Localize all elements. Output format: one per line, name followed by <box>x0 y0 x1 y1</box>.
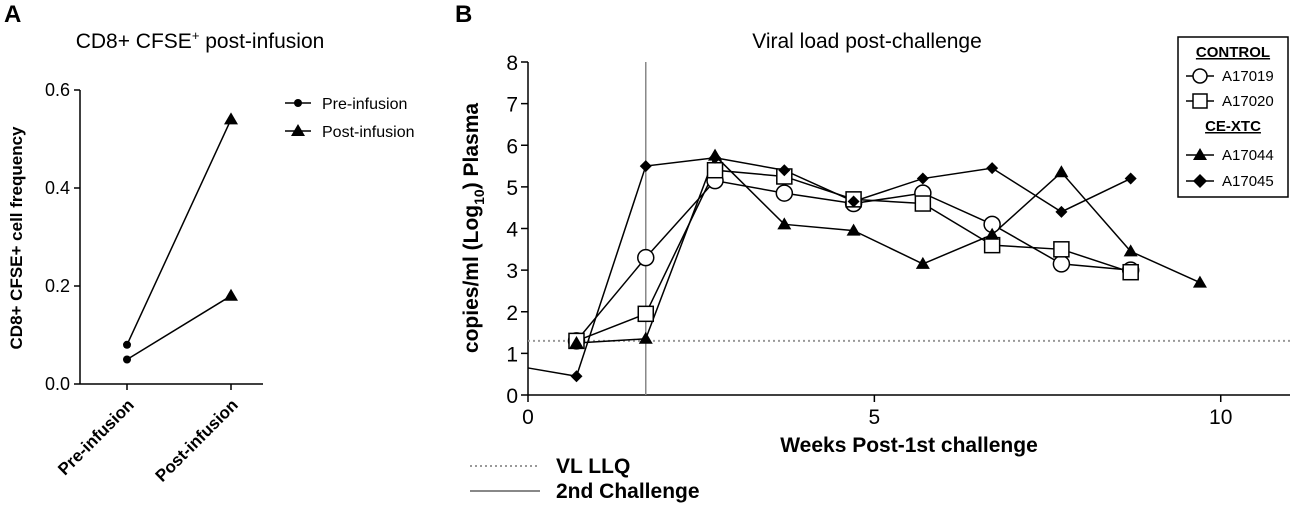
point-A17045 <box>639 160 652 173</box>
panel-b-y-label: copies/ml (Log10) Plasma <box>460 103 487 353</box>
panel-b-letter: B <box>455 1 472 28</box>
panel-a-point <box>123 340 131 349</box>
panel-a-x-tick-label: Pre-infusion <box>54 395 138 479</box>
legend-a17020-marker <box>1192 93 1208 109</box>
panel-b-x-tick-label: 5 <box>869 406 881 429</box>
panel-b-x-tick-label: 0 <box>522 406 534 429</box>
point-A17044 <box>638 331 653 344</box>
point-A17044 <box>1192 275 1207 288</box>
point-A17019 <box>775 184 794 202</box>
point-A17020 <box>983 236 1001 254</box>
panel-a-title: CD8+ CFSE+ post-infusion <box>76 28 325 53</box>
panel-a-point <box>224 112 238 125</box>
point-A17045 <box>709 151 722 164</box>
point-A17045 <box>778 164 791 177</box>
legend-a17045-marker <box>1193 174 1207 188</box>
point-A17020 <box>914 195 932 212</box>
legend-pre-label: Pre-infusion <box>322 96 407 113</box>
point-A17019 <box>1052 255 1071 273</box>
point-A17045 <box>1124 172 1137 185</box>
panel-a-y-tick-label: 0.6 <box>45 80 70 100</box>
legend-a17019-marker <box>1192 68 1208 84</box>
point-A17044 <box>1123 244 1138 257</box>
panel-a-x-tick-label: Post-infusion <box>152 395 242 485</box>
series-line-A17044 <box>576 154 1201 344</box>
legend-pre-marker <box>294 99 302 107</box>
panel-a-series-line <box>126 295 232 361</box>
point-A17020 <box>637 305 655 323</box>
panel-a-y-tick-label: 0.4 <box>45 178 70 198</box>
panel-b-y-tick-label: 7 <box>506 94 518 117</box>
panel-a-y-tick-label: 0.2 <box>45 276 70 296</box>
point-A17020 <box>1053 241 1070 258</box>
legend-box <box>1177 36 1289 198</box>
panel-a-series-line <box>126 119 232 346</box>
panel-a-letter: A <box>4 1 21 28</box>
legend-group-control: CONTROL <box>1196 44 1270 61</box>
point-A17044 <box>985 227 1000 240</box>
legend-a17044-label: A17044 <box>1222 147 1274 164</box>
point-A17044 <box>1054 165 1069 178</box>
panel-b-y-tick-label: 5 <box>506 177 518 200</box>
legend-a17045-label: A17045 <box>1222 173 1274 190</box>
panel-b-y-tick-label: 0 <box>506 385 518 408</box>
legend-a17020-label: A17020 <box>1222 93 1274 110</box>
panel-b-x-label: Weeks Post-1st challenge <box>780 434 1038 457</box>
legend-post-label: Post-infusion <box>322 124 415 141</box>
legend-a17019-label: A17019 <box>1222 68 1274 85</box>
point-A17045 <box>570 370 583 383</box>
panel-a-y-label: CD8+ CFSE+ cell frequency <box>7 126 26 350</box>
panel-b-y-tick-label: 1 <box>506 343 518 366</box>
panel-b-legend: CONTROL A17019 A17020 CE-XTC A17044 A170… <box>1177 36 1289 198</box>
point-A17044 <box>846 223 861 236</box>
panel-a-point <box>123 355 131 364</box>
point-A17020 <box>1122 263 1139 281</box>
point-A17045 <box>1055 205 1068 218</box>
point-A17045 <box>916 172 929 185</box>
panel-a-legend: Pre-infusion Post-infusion <box>285 96 415 141</box>
legend-group-cextc: CE-XTC <box>1205 118 1261 135</box>
panel-b-y-tick-label: 3 <box>506 260 518 283</box>
point-A17045 <box>847 195 860 208</box>
panel-b-y-tick-label: 6 <box>506 135 518 158</box>
panel-a-y-tick-label: 0.0 <box>45 374 70 394</box>
panel-b-x-tick-label: 10 <box>1209 406 1232 429</box>
panel-b-bottom-legend: VL LLQ 2nd Challenge <box>470 455 700 503</box>
panel-b-title: Viral load post-challenge <box>752 30 982 53</box>
challenge-legend-label: 2nd Challenge <box>556 480 700 503</box>
panel-b-y-tick-label: 2 <box>506 302 518 325</box>
point-A17020 <box>706 161 724 179</box>
series-line-A17045 <box>527 156 1131 378</box>
panel-b-y-tick-label: 8 <box>506 52 518 75</box>
point-A17045 <box>986 162 999 175</box>
llq-legend-label: VL LLQ <box>556 455 630 478</box>
point-A17044 <box>569 335 584 348</box>
point-A17044 <box>915 256 930 269</box>
panel-b-y-tick-label: 4 <box>506 219 518 242</box>
point-A17019 <box>637 248 655 267</box>
point-A17044 <box>777 217 792 230</box>
legend-post-marker <box>291 124 305 136</box>
legend-a17044-marker <box>1193 148 1207 160</box>
panel-a-point <box>224 288 238 301</box>
